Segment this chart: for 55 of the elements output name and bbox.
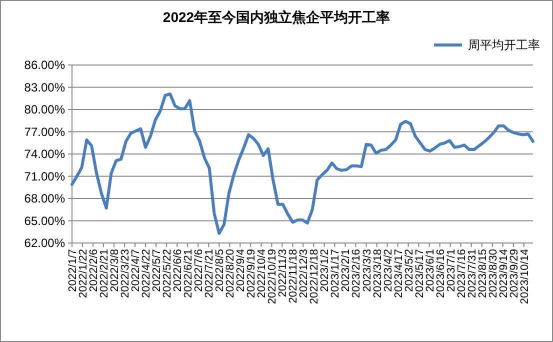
x-tick-label: 2023/1/2	[319, 249, 332, 292]
x-tick-label: 2023/6/1	[424, 249, 436, 292]
x-tick-label: 2022/4/22	[140, 249, 153, 298]
x-tick-label: 2023/2/16	[350, 249, 363, 298]
x-tick-label: 2022/6/21	[182, 249, 195, 298]
y-tick-label: 74.00%	[24, 147, 66, 161]
x-tick-label: 2022/8/5	[214, 249, 226, 292]
y-tick-label: 65.00%	[24, 214, 66, 228]
x-tick-label: 2023/3/18	[372, 249, 384, 298]
x-tick-label: 2023/8/15	[476, 249, 489, 298]
x-tick-label: 2023/2/1	[340, 249, 352, 292]
x-tick-label: 2023/7/1	[445, 249, 458, 292]
x-tick-label: 2022/1/7	[67, 249, 79, 292]
chart-title: 2022年至今国内独立焦企平均开工率	[162, 9, 390, 25]
x-tick-label: 2023/7/16	[456, 249, 468, 298]
x-tick-label: 2022/4/7	[130, 249, 142, 292]
x-tick-label: 2023/4/2	[382, 249, 394, 292]
y-tick-label: 83.00%	[24, 80, 66, 94]
x-tick-label: 2023/6/16	[434, 249, 447, 298]
y-tick-label: 86.00%	[24, 58, 66, 72]
x-tick-label: 2023/9/29	[508, 249, 520, 298]
x-tick-label: 2022/5/22	[162, 249, 174, 298]
x-tick-label: 2022/7/6	[193, 249, 206, 292]
x-tick-label: 2022/10/4	[256, 249, 268, 298]
y-tick-label: 80.00%	[24, 102, 66, 116]
x-tick-label: 2022/3/8	[109, 249, 122, 292]
x-tick-label: 2023/8/30	[487, 249, 500, 298]
x-tick-label: 2022/11/18	[288, 249, 300, 304]
y-tick-label: 77.00%	[24, 124, 66, 139]
x-tick-label: 2022/2/6	[88, 249, 100, 292]
x-tick-label: 2022/1/22	[78, 249, 90, 298]
x-tick-label: 2022/5/7	[151, 249, 164, 292]
x-tick-label: 2022/7/21	[204, 249, 216, 298]
x-tick-label: 2022/2/21	[98, 249, 111, 298]
y-tick-label: 71.00%	[24, 169, 66, 184]
x-tick-label: 2023/9/14	[498, 249, 510, 298]
x-tick-label: 2022/9/19	[246, 249, 258, 298]
x-tick-label: 2022/10/19	[266, 249, 279, 304]
x-tick-label: 2023/4/17	[392, 249, 405, 298]
x-tick-label: 2022/12/3	[298, 249, 310, 298]
x-tick-label: 2023/10/14	[518, 249, 531, 304]
x-tick-label: 2023/7/31	[466, 249, 478, 298]
y-tick-label: 68.00%	[24, 192, 66, 206]
x-tick-label: 2022/6/6	[172, 249, 184, 292]
x-tick-label: 2023/3/3	[361, 249, 374, 292]
x-tick-label: 2022/3/23	[120, 249, 132, 298]
x-tick-label: 2022/8/20	[224, 249, 237, 298]
legend-label: 周平均开工率	[468, 38, 540, 52]
x-tick-label: 2023/5/17	[414, 249, 426, 298]
x-tick-label: 2022/9/4	[235, 249, 248, 292]
x-tick-label: 2023/1/17	[330, 249, 342, 298]
x-tick-label: 2022/12/18	[308, 249, 321, 304]
x-tick-label: 2023/5/2	[403, 249, 416, 292]
x-tick-label: 2022/11/3	[277, 249, 290, 298]
y-tick-label: 62.00%	[24, 236, 66, 250]
